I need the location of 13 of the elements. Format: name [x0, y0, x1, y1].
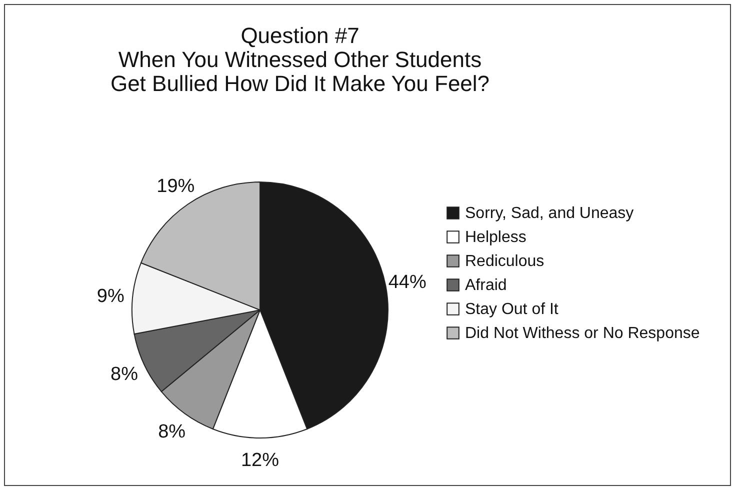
chart-title: Question #7 When You Witnessed Other Students Get Bullied How Did It Make You Feel?: [110, 23, 490, 96]
data-label: 8%: [158, 421, 186, 442]
legend-label: Stay Out of It: [465, 301, 559, 318]
data-label: 9%: [96, 286, 124, 307]
legend-label: Helpless: [465, 229, 526, 246]
data-label: 19%: [156, 176, 195, 197]
legend-label: Rediculous: [465, 253, 544, 270]
legend-label: Did Not Withess or No Response: [465, 325, 700, 342]
data-label: 44%: [388, 272, 426, 293]
data-label: 12%: [240, 450, 280, 471]
data-label: 8%: [110, 364, 138, 385]
legend-label: Afraid: [465, 277, 507, 294]
legend-label: Sorry, Sad, and Uneasy: [465, 205, 634, 222]
